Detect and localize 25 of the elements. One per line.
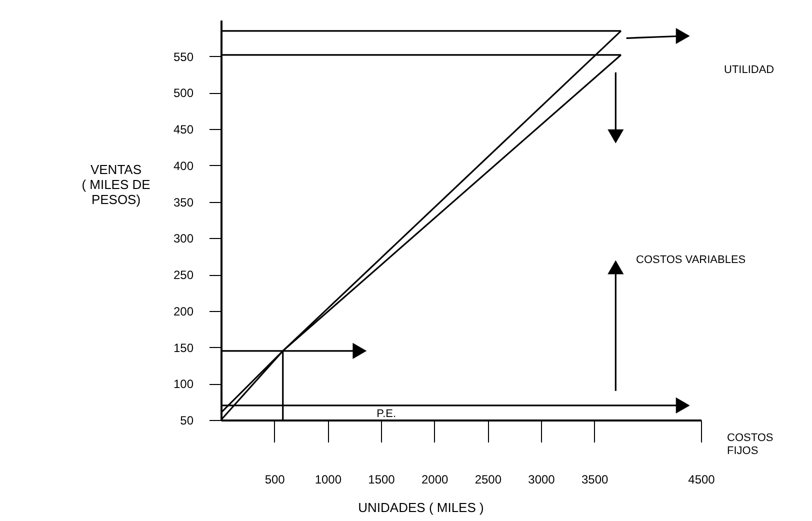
text: UTILIDAD (724, 64, 774, 76)
y-tick-label: 200 (173, 304, 194, 318)
x-tick-label: 1000 (314, 472, 342, 486)
y-tick-label: 250 (173, 268, 194, 282)
y-tick-label: 300 (173, 232, 194, 246)
x-tick-label: 3000 (528, 472, 556, 486)
annotation: COSTOS VARIABLES (636, 254, 746, 266)
y-tick-label: 50 (180, 414, 194, 428)
x-tick-label: 1500 (368, 472, 396, 486)
y-tick-label: 500 (173, 86, 194, 100)
x-tick-label: 3500 (581, 472, 609, 486)
y-tick-label: 350 (173, 195, 194, 210)
annotation: P.E. (376, 408, 396, 420)
y-tick-label: 550 (173, 50, 194, 64)
x-tick-label: 500 (264, 472, 286, 486)
y-tick-label: 150 (173, 340, 194, 355)
y-tick-label: 400 (173, 158, 194, 173)
y-axis-title: VENTAS ( MILES DE PESOS) (82, 162, 151, 207)
y-tick-label: 100 (173, 377, 194, 392)
y-tick-label: 450 (173, 122, 194, 137)
x-tick-label: 4500 (688, 472, 716, 486)
x-axis-title: UNIDADES ( MILES ) (358, 500, 484, 515)
x-tick-label: 2500 (474, 472, 502, 486)
x-tick-label: 2000 (421, 472, 449, 486)
text: COSTOS FIJOS (727, 432, 774, 457)
